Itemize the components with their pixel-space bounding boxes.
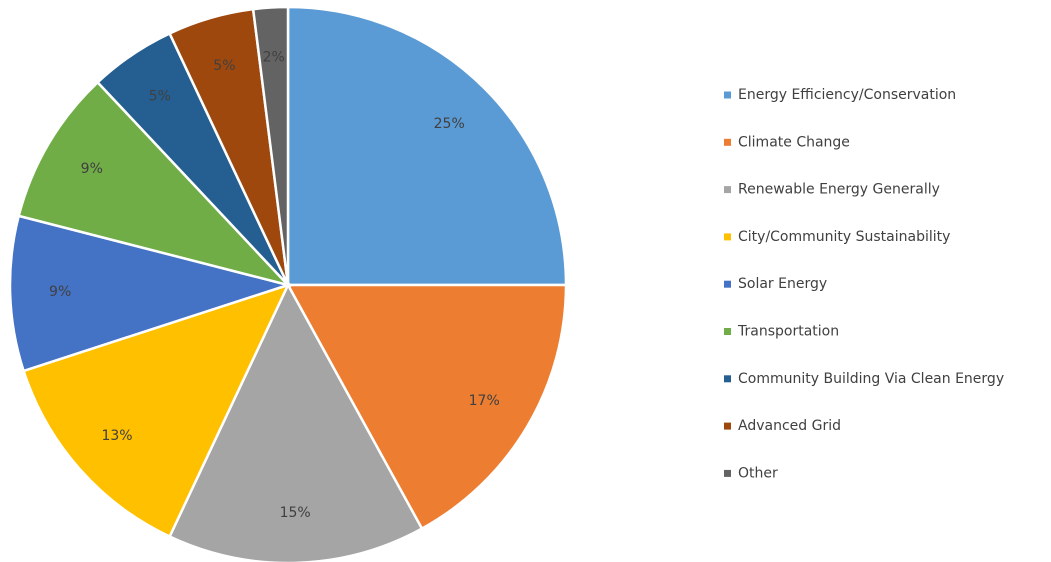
legend-swatch [724, 375, 731, 383]
pie-slice [251, 5, 290, 286]
pie-slice [286, 5, 568, 287]
data-label: 25% [434, 116, 465, 132]
legend-label: Advanced Grid [738, 418, 841, 434]
data-label: 17% [469, 393, 500, 409]
legend-label: Energy Efficiency/Conservation [738, 87, 956, 103]
legend-label: City/Community Sustainability [738, 229, 950, 245]
legend-swatch [724, 422, 731, 430]
data-label: 5% [213, 58, 235, 74]
legend-label: Climate Change [738, 134, 850, 150]
legend-label: Other [738, 465, 778, 481]
legend-swatch [724, 328, 731, 335]
pie-slice [22, 282, 291, 539]
legend-swatch [724, 138, 731, 146]
data-label: 9% [81, 161, 103, 177]
legend-swatch [724, 469, 731, 477]
pie-slice [17, 80, 292, 288]
data-label: 13% [101, 428, 132, 444]
legend-label: Community Building Via Clean Energy [738, 371, 1004, 387]
legend-label: Renewable Energy Generally [738, 182, 940, 198]
data-label: 9% [49, 284, 71, 300]
legend-swatch [724, 186, 731, 194]
legend-swatch [724, 280, 731, 288]
pie-slice [167, 282, 424, 562]
data-label: 5% [149, 88, 171, 104]
legend-label: Transportation [737, 324, 839, 340]
legend-label: Solar Energy [738, 276, 827, 292]
legend-swatch [724, 233, 731, 241]
legend-swatch [724, 91, 731, 99]
pie-slice [8, 214, 293, 373]
data-label: 2% [263, 49, 285, 65]
data-label: 15% [280, 505, 311, 521]
pie-slice [285, 283, 568, 531]
